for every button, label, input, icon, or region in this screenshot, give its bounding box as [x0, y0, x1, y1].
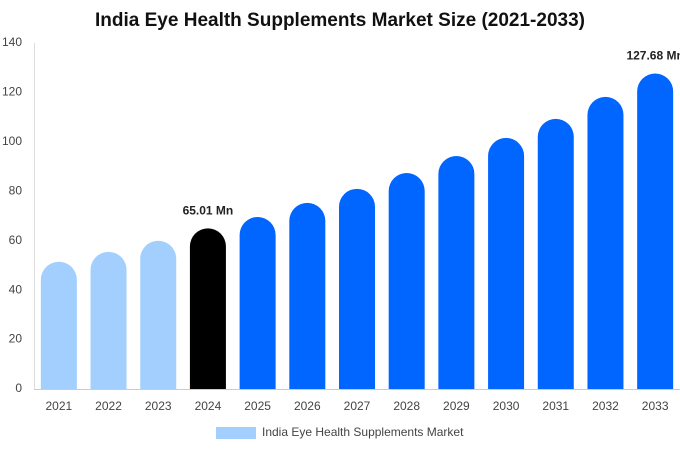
y-tick-label: 0 — [15, 381, 22, 395]
legend-swatch — [216, 427, 256, 439]
legend-label: India Eye Health Supplements Market — [262, 425, 464, 439]
bar — [289, 202, 326, 389]
bar — [339, 188, 375, 389]
y-tick-label: 20 — [9, 332, 23, 346]
y-tick-label: 60 — [9, 233, 23, 247]
y-tick-label: 40 — [9, 282, 23, 296]
bar — [388, 172, 425, 389]
x-tick-label: 2021 — [45, 399, 72, 413]
value-label: 127.68 Mn — [626, 49, 680, 63]
x-tick-label: 2026 — [294, 399, 321, 413]
x-tick-label: 2031 — [542, 399, 569, 413]
y-tick-label: 100 — [2, 134, 22, 148]
x-tick-label: 2027 — [344, 399, 371, 413]
bar — [587, 96, 624, 390]
y-tick-label: 80 — [9, 183, 23, 197]
chart-title: India Eye Health Supplements Market Size… — [95, 10, 585, 31]
x-tick-label: 2028 — [393, 399, 420, 413]
x-tick-label: 2033 — [642, 399, 669, 413]
bar — [189, 228, 226, 389]
bar — [90, 251, 127, 389]
bar — [40, 261, 77, 389]
value-label: 65.01 Mn — [183, 204, 234, 218]
x-tick-label: 2023 — [145, 399, 172, 413]
bar — [438, 155, 475, 389]
x-tick-label: 2030 — [493, 399, 520, 413]
x-tick-label: 2029 — [443, 399, 470, 413]
bar — [140, 240, 177, 389]
y-tick-label: 120 — [2, 85, 22, 99]
bar — [488, 137, 525, 389]
bar — [239, 216, 276, 389]
x-tick-label: 2022 — [95, 399, 122, 413]
x-tick-label: 2032 — [592, 399, 619, 413]
x-tick-label: 2025 — [244, 399, 271, 413]
y-tick-label: 140 — [2, 35, 22, 49]
bar — [537, 118, 574, 390]
bar — [637, 73, 674, 389]
x-tick-label: 2024 — [195, 399, 222, 413]
